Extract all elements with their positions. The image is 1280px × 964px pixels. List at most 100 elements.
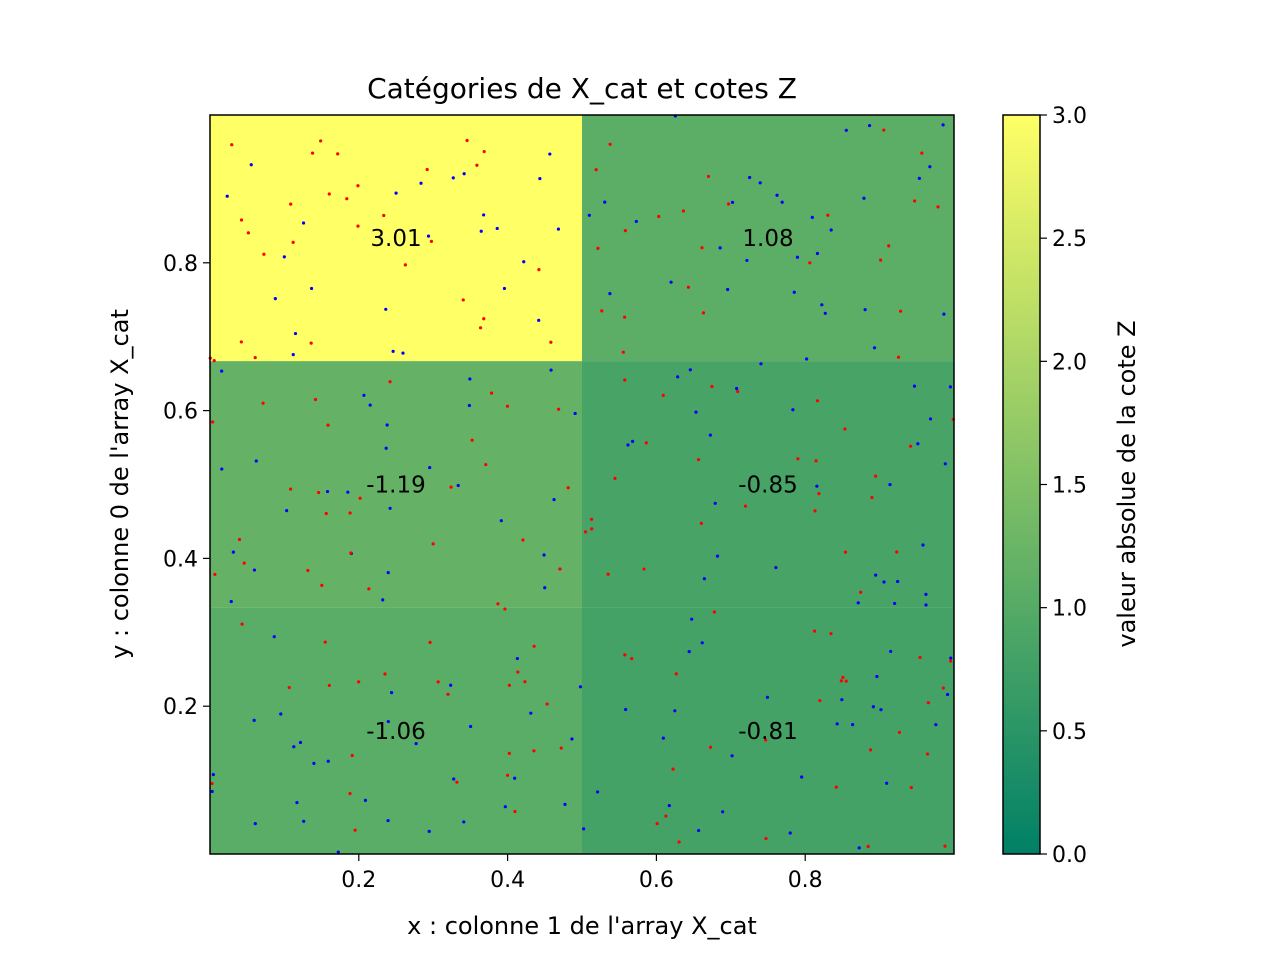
scatter-point <box>309 286 314 291</box>
scatter-point <box>306 568 310 573</box>
scatter-point <box>386 818 390 823</box>
scatter-point <box>403 263 407 267</box>
scatter-point <box>700 246 704 250</box>
scatter-point <box>326 759 330 763</box>
scatter-point <box>630 656 634 661</box>
scatter-point <box>482 149 486 154</box>
scatter-point <box>708 433 712 437</box>
scatter-point <box>687 650 691 654</box>
scatter-point <box>948 385 953 389</box>
scatter-point <box>348 791 352 796</box>
scatter-point <box>871 705 875 709</box>
colorbar-tick-label: 2.0 <box>1052 350 1087 375</box>
scatter-point <box>835 722 839 726</box>
scatter-point <box>699 521 703 525</box>
scatter-point <box>239 340 243 344</box>
scatter-point <box>324 511 328 516</box>
scatter-point <box>702 577 706 581</box>
scatter-point <box>582 827 586 831</box>
scatter-point <box>552 497 556 502</box>
scatter-point <box>502 286 507 291</box>
scatter-point <box>388 380 392 384</box>
scatter-point <box>918 655 922 660</box>
scatter-point <box>242 561 246 565</box>
scatter-point <box>499 519 503 523</box>
scatter-point <box>621 350 625 354</box>
scatter-point <box>358 496 362 500</box>
scatter-point <box>924 603 928 607</box>
scatter-point <box>820 303 824 307</box>
scatter-point <box>924 592 928 596</box>
scatter-point <box>661 736 665 740</box>
scatter-point <box>336 850 340 854</box>
scatter-point <box>815 484 819 488</box>
x-tick-label: 0.4 <box>490 868 525 893</box>
scatter-point <box>489 391 494 395</box>
scatter-point <box>896 355 901 359</box>
scatter-point <box>608 292 612 296</box>
scatter-point <box>706 174 711 179</box>
scatter-point <box>859 590 863 594</box>
scatter-point <box>840 698 844 702</box>
heatmap-cell <box>582 361 954 608</box>
scatter-point <box>909 444 913 448</box>
scatter-point <box>456 483 460 488</box>
scatter-point <box>600 309 604 313</box>
scatter-point <box>813 509 817 513</box>
scatter-point <box>385 423 389 427</box>
scatter-point <box>735 386 739 391</box>
scatter-point <box>745 258 749 263</box>
scatter-point <box>879 708 883 712</box>
scatter-point <box>788 831 792 835</box>
scatter-point <box>401 351 405 355</box>
scatter-point <box>626 443 630 447</box>
scatter-point <box>287 685 291 690</box>
scatter-point <box>291 353 295 357</box>
scatter-point <box>701 311 706 315</box>
scatter-point <box>426 234 431 238</box>
scatter-point <box>394 191 398 195</box>
scatter-point <box>676 375 680 379</box>
scatter-point <box>327 683 331 688</box>
scatter-point <box>383 672 387 676</box>
scatter-point <box>213 572 217 576</box>
scatter-point <box>523 680 527 684</box>
scatter-point <box>875 674 879 679</box>
scatter-point <box>345 197 349 201</box>
scatter-point <box>521 538 525 542</box>
scatter-point <box>295 800 299 805</box>
scatter-point <box>718 246 722 250</box>
scatter-point <box>795 255 800 259</box>
scatter-point <box>388 506 392 510</box>
scatter-point <box>312 761 316 765</box>
scatter-point <box>309 341 313 345</box>
scatter-point <box>736 389 740 394</box>
y-axis-ticks: 0.2 0.4 0.6 0.8 <box>163 252 210 720</box>
scatter-point <box>882 580 886 584</box>
scatter-point <box>808 261 812 265</box>
scatter-point <box>292 745 296 749</box>
scatter-point <box>279 712 283 716</box>
scatter-point <box>293 331 298 336</box>
scatter-point <box>857 846 861 850</box>
scatter-point <box>566 486 570 490</box>
scatter-point <box>715 554 720 558</box>
colorbar-tick-label: 0.0 <box>1052 843 1087 868</box>
scatter-point <box>446 692 450 696</box>
scatter-point <box>700 641 704 645</box>
scatter-point <box>764 738 768 742</box>
scatter-point <box>608 142 612 146</box>
scatter-point <box>595 790 600 794</box>
scatter-point <box>231 550 235 554</box>
scatter-point <box>775 193 779 197</box>
scatter-point <box>559 746 563 750</box>
scatter-point <box>899 309 903 313</box>
scatter-point <box>350 753 354 758</box>
scatter-point <box>478 326 483 330</box>
scatter-point <box>681 209 686 213</box>
scatter-point <box>814 459 818 463</box>
scatter-point <box>622 315 627 319</box>
scatter-point <box>252 568 257 572</box>
scatter-point <box>839 679 843 683</box>
scatter-point <box>429 239 434 243</box>
